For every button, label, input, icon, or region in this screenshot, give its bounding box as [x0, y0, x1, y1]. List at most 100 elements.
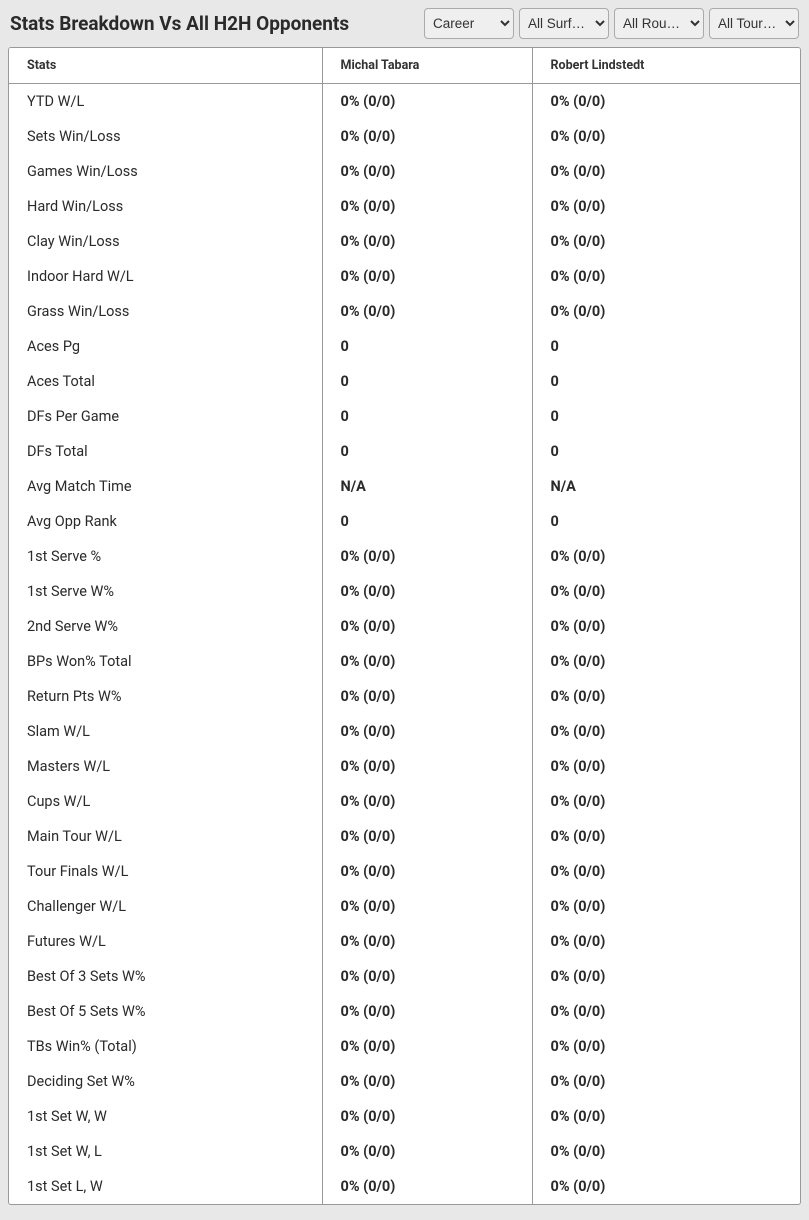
stat-value-player1: N/A [322, 469, 532, 504]
stat-value-player2: 0% (0/0) [532, 679, 800, 714]
table-row: 1st Set W, L0% (0/0)0% (0/0) [9, 1134, 800, 1169]
stat-label: 2nd Serve W% [9, 609, 322, 644]
stat-value-player1: 0% (0/0) [322, 714, 532, 749]
stat-value-player2: 0% (0/0) [532, 224, 800, 259]
stat-value-player1: 0% (0/0) [322, 819, 532, 854]
stat-value-player2: 0 [532, 399, 800, 434]
stat-label: Cups W/L [9, 784, 322, 819]
stat-value-player2: 0% (0/0) [532, 959, 800, 994]
stat-value-player1: 0% (0/0) [322, 1099, 532, 1134]
table-row: YTD W/L0% (0/0)0% (0/0) [9, 84, 800, 119]
table-row: Clay Win/Loss0% (0/0)0% (0/0) [9, 224, 800, 259]
table-row: Sets Win/Loss0% (0/0)0% (0/0) [9, 119, 800, 154]
stat-label: Clay Win/Loss [9, 224, 322, 259]
stat-value-player1: 0% (0/0) [322, 959, 532, 994]
stat-value-player1: 0% (0/0) [322, 854, 532, 889]
table-row: 2nd Serve W%0% (0/0)0% (0/0) [9, 609, 800, 644]
table-row: Best Of 5 Sets W%0% (0/0)0% (0/0) [9, 994, 800, 1029]
stat-value-player2: 0 [532, 329, 800, 364]
stat-label: 1st Set L, W [9, 1169, 322, 1204]
stat-value-player1: 0% (0/0) [322, 154, 532, 189]
stats-table: Stats Michal Tabara Robert Lindstedt YTD… [9, 48, 800, 1204]
stat-value-player1: 0% (0/0) [322, 574, 532, 609]
stat-value-player1: 0% (0/0) [322, 644, 532, 679]
stat-value-player1: 0% (0/0) [322, 609, 532, 644]
stat-label: Best Of 5 Sets W% [9, 994, 322, 1029]
stat-value-player2: 0% (0/0) [532, 1134, 800, 1169]
stat-value-player2: 0% (0/0) [532, 749, 800, 784]
stat-label: Slam W/L [9, 714, 322, 749]
table-row: Hard Win/Loss0% (0/0)0% (0/0) [9, 189, 800, 224]
stat-label: Challenger W/L [9, 889, 322, 924]
stats-table-container: Stats Michal Tabara Robert Lindstedt YTD… [8, 47, 801, 1205]
table-row: 1st Set W, W0% (0/0)0% (0/0) [9, 1099, 800, 1134]
stat-value-player1: 0% (0/0) [322, 1134, 532, 1169]
stat-label: Return Pts W% [9, 679, 322, 714]
stat-value-player1: 0% (0/0) [322, 294, 532, 329]
stat-label: Futures W/L [9, 924, 322, 959]
stat-value-player1: 0% (0/0) [322, 784, 532, 819]
stat-label: YTD W/L [9, 84, 322, 119]
stat-label: Indoor Hard W/L [9, 259, 322, 294]
stat-label: Grass Win/Loss [9, 294, 322, 329]
stat-label: Sets Win/Loss [9, 119, 322, 154]
career-select[interactable]: Career [424, 8, 514, 39]
stat-label: Aces Pg [9, 329, 322, 364]
stats-header: Stats Breakdown Vs All H2H Opponents Car… [0, 0, 809, 47]
stat-value-player1: 0% (0/0) [322, 539, 532, 574]
stat-label: Aces Total [9, 364, 322, 399]
stat-value-player2: 0% (0/0) [532, 84, 800, 119]
filter-group: Career All Surf… All Rou… All Tour… [424, 8, 799, 39]
table-header-row: Stats Michal Tabara Robert Lindstedt [9, 48, 800, 84]
table-row: Indoor Hard W/L0% (0/0)0% (0/0) [9, 259, 800, 294]
stat-value-player1: 0% (0/0) [322, 224, 532, 259]
table-row: Deciding Set W%0% (0/0)0% (0/0) [9, 1064, 800, 1099]
table-row: Avg Match TimeN/AN/A [9, 469, 800, 504]
stat-value-player1: 0% (0/0) [322, 1064, 532, 1099]
column-header-player1: Michal Tabara [322, 48, 532, 84]
stat-value-player1: 0 [322, 504, 532, 539]
surface-select[interactable]: All Surf… [519, 8, 609, 39]
table-row: Avg Opp Rank00 [9, 504, 800, 539]
stat-value-player1: 0% (0/0) [322, 259, 532, 294]
stat-label: Avg Match Time [9, 469, 322, 504]
column-header-player2: Robert Lindstedt [532, 48, 800, 84]
table-row: Aces Pg00 [9, 329, 800, 364]
stat-label: 1st Serve W% [9, 574, 322, 609]
stat-label: Main Tour W/L [9, 819, 322, 854]
table-row: Tour Finals W/L0% (0/0)0% (0/0) [9, 854, 800, 889]
rounds-select[interactable]: All Rou… [614, 8, 704, 39]
stat-label: TBs Win% (Total) [9, 1029, 322, 1064]
table-row: 1st Serve W%0% (0/0)0% (0/0) [9, 574, 800, 609]
stat-value-player1: 0 [322, 329, 532, 364]
stat-label: Deciding Set W% [9, 1064, 322, 1099]
table-row: 1st Serve %0% (0/0)0% (0/0) [9, 539, 800, 574]
stat-label: DFs Total [9, 434, 322, 469]
stat-value-player2: 0% (0/0) [532, 154, 800, 189]
stat-value-player2: 0% (0/0) [532, 119, 800, 154]
tour-select[interactable]: All Tour… [709, 8, 799, 39]
table-row: BPs Won% Total0% (0/0)0% (0/0) [9, 644, 800, 679]
stat-value-player2: 0 [532, 504, 800, 539]
stat-value-player2: 0% (0/0) [532, 1099, 800, 1134]
stat-value-player2: 0% (0/0) [532, 644, 800, 679]
stat-value-player2: 0 [532, 434, 800, 469]
stat-value-player2: 0 [532, 364, 800, 399]
table-row: Main Tour W/L0% (0/0)0% (0/0) [9, 819, 800, 854]
table-row: Games Win/Loss0% (0/0)0% (0/0) [9, 154, 800, 189]
stat-value-player2: N/A [532, 469, 800, 504]
stat-value-player1: 0% (0/0) [322, 889, 532, 924]
table-row: DFs Per Game00 [9, 399, 800, 434]
table-row: Grass Win/Loss0% (0/0)0% (0/0) [9, 294, 800, 329]
stat-value-player2: 0% (0/0) [532, 294, 800, 329]
stat-value-player1: 0% (0/0) [322, 1029, 532, 1064]
stat-value-player1: 0 [322, 364, 532, 399]
table-row: Best Of 3 Sets W%0% (0/0)0% (0/0) [9, 959, 800, 994]
stat-label: Masters W/L [9, 749, 322, 784]
stat-label: 1st Set W, L [9, 1134, 322, 1169]
stat-value-player2: 0% (0/0) [532, 1029, 800, 1064]
table-row: Cups W/L0% (0/0)0% (0/0) [9, 784, 800, 819]
stat-value-player1: 0 [322, 434, 532, 469]
stats-tbody: YTD W/L0% (0/0)0% (0/0)Sets Win/Loss0% (… [9, 84, 800, 1204]
stat-value-player2: 0% (0/0) [532, 539, 800, 574]
